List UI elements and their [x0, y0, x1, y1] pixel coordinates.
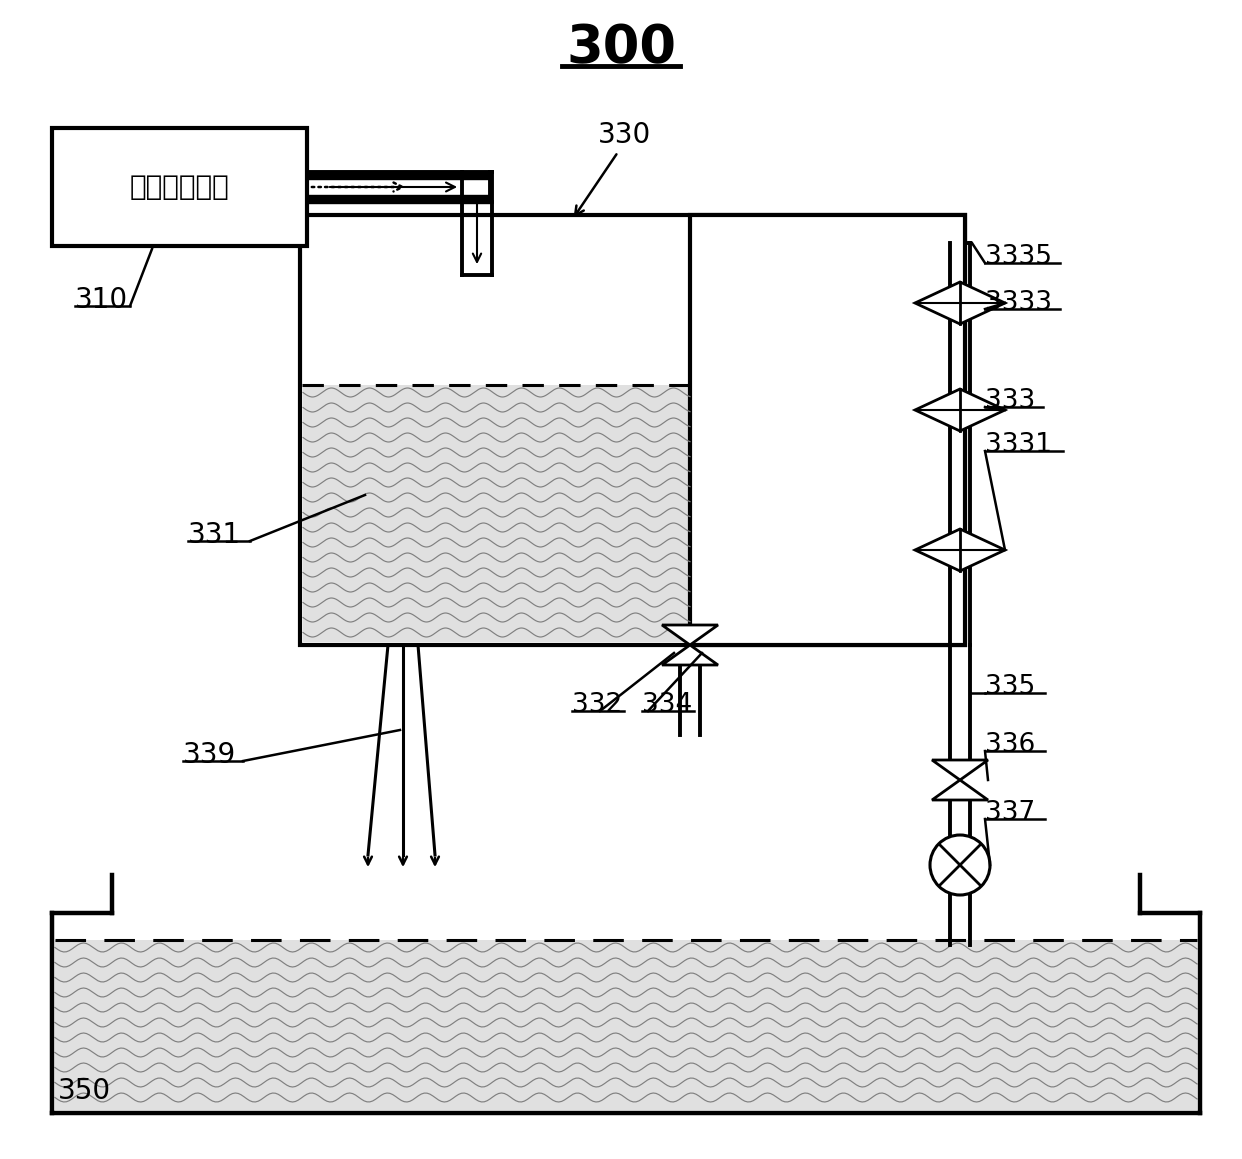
Text: 337: 337 — [985, 800, 1036, 826]
Text: 335: 335 — [985, 675, 1036, 700]
Text: 3333: 3333 — [985, 290, 1052, 316]
Bar — [303, 385, 691, 642]
Bar — [691, 216, 965, 646]
Polygon shape — [932, 780, 987, 800]
Text: 333: 333 — [985, 388, 1036, 414]
Bar — [301, 216, 965, 646]
Polygon shape — [662, 646, 718, 665]
Polygon shape — [915, 389, 1005, 431]
Text: 332: 332 — [573, 692, 622, 717]
Polygon shape — [915, 282, 1005, 325]
Text: 集中供液装置: 集中供液装置 — [129, 173, 230, 201]
Text: 339: 339 — [183, 741, 236, 770]
Text: 336: 336 — [985, 732, 1036, 758]
Text: 3335: 3335 — [985, 245, 1052, 270]
Text: 330: 330 — [599, 121, 652, 150]
Text: 3331: 3331 — [985, 432, 1052, 458]
Text: 310: 310 — [75, 286, 128, 314]
Bar — [55, 940, 1197, 1110]
Text: 350: 350 — [58, 1077, 111, 1105]
Text: 331: 331 — [188, 522, 241, 549]
Polygon shape — [932, 760, 987, 780]
Text: 300: 300 — [566, 22, 676, 74]
Circle shape — [930, 834, 990, 895]
Bar — [52, 127, 307, 246]
Text: 334: 334 — [642, 692, 692, 717]
Polygon shape — [915, 529, 1005, 571]
Polygon shape — [662, 625, 718, 646]
